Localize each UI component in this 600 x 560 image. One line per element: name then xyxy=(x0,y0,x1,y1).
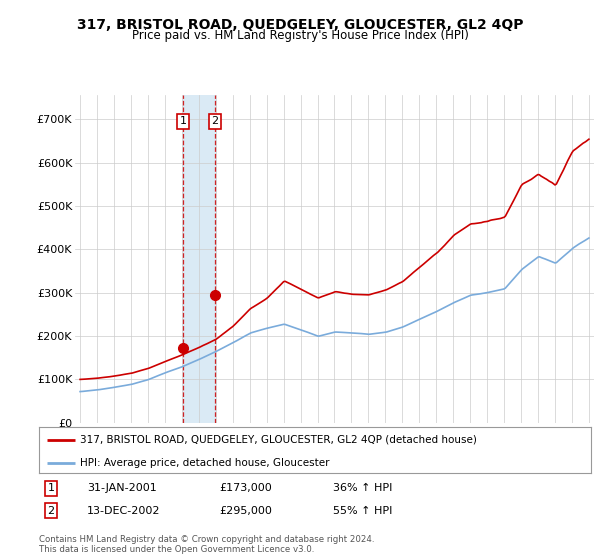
Text: £173,000: £173,000 xyxy=(219,483,272,493)
Text: 2: 2 xyxy=(211,116,218,127)
Text: 13-DEC-2002: 13-DEC-2002 xyxy=(87,506,161,516)
Text: Contains HM Land Registry data © Crown copyright and database right 2024.
This d: Contains HM Land Registry data © Crown c… xyxy=(39,535,374,554)
Bar xyxy=(183,95,215,423)
Text: 55% ↑ HPI: 55% ↑ HPI xyxy=(333,506,392,516)
Text: 1: 1 xyxy=(180,116,187,127)
Text: 36% ↑ HPI: 36% ↑ HPI xyxy=(333,483,392,493)
Text: £295,000: £295,000 xyxy=(219,506,272,516)
Text: 1: 1 xyxy=(47,483,55,493)
Text: 317, BRISTOL ROAD, QUEDGELEY, GLOUCESTER, GL2 4QP (detached house): 317, BRISTOL ROAD, QUEDGELEY, GLOUCESTER… xyxy=(80,435,477,445)
Text: 31-JAN-2001: 31-JAN-2001 xyxy=(87,483,157,493)
Text: Price paid vs. HM Land Registry's House Price Index (HPI): Price paid vs. HM Land Registry's House … xyxy=(131,29,469,42)
Text: HPI: Average price, detached house, Gloucester: HPI: Average price, detached house, Glou… xyxy=(80,458,330,468)
Text: 317, BRISTOL ROAD, QUEDGELEY, GLOUCESTER, GL2 4QP: 317, BRISTOL ROAD, QUEDGELEY, GLOUCESTER… xyxy=(77,18,523,32)
Text: 2: 2 xyxy=(47,506,55,516)
